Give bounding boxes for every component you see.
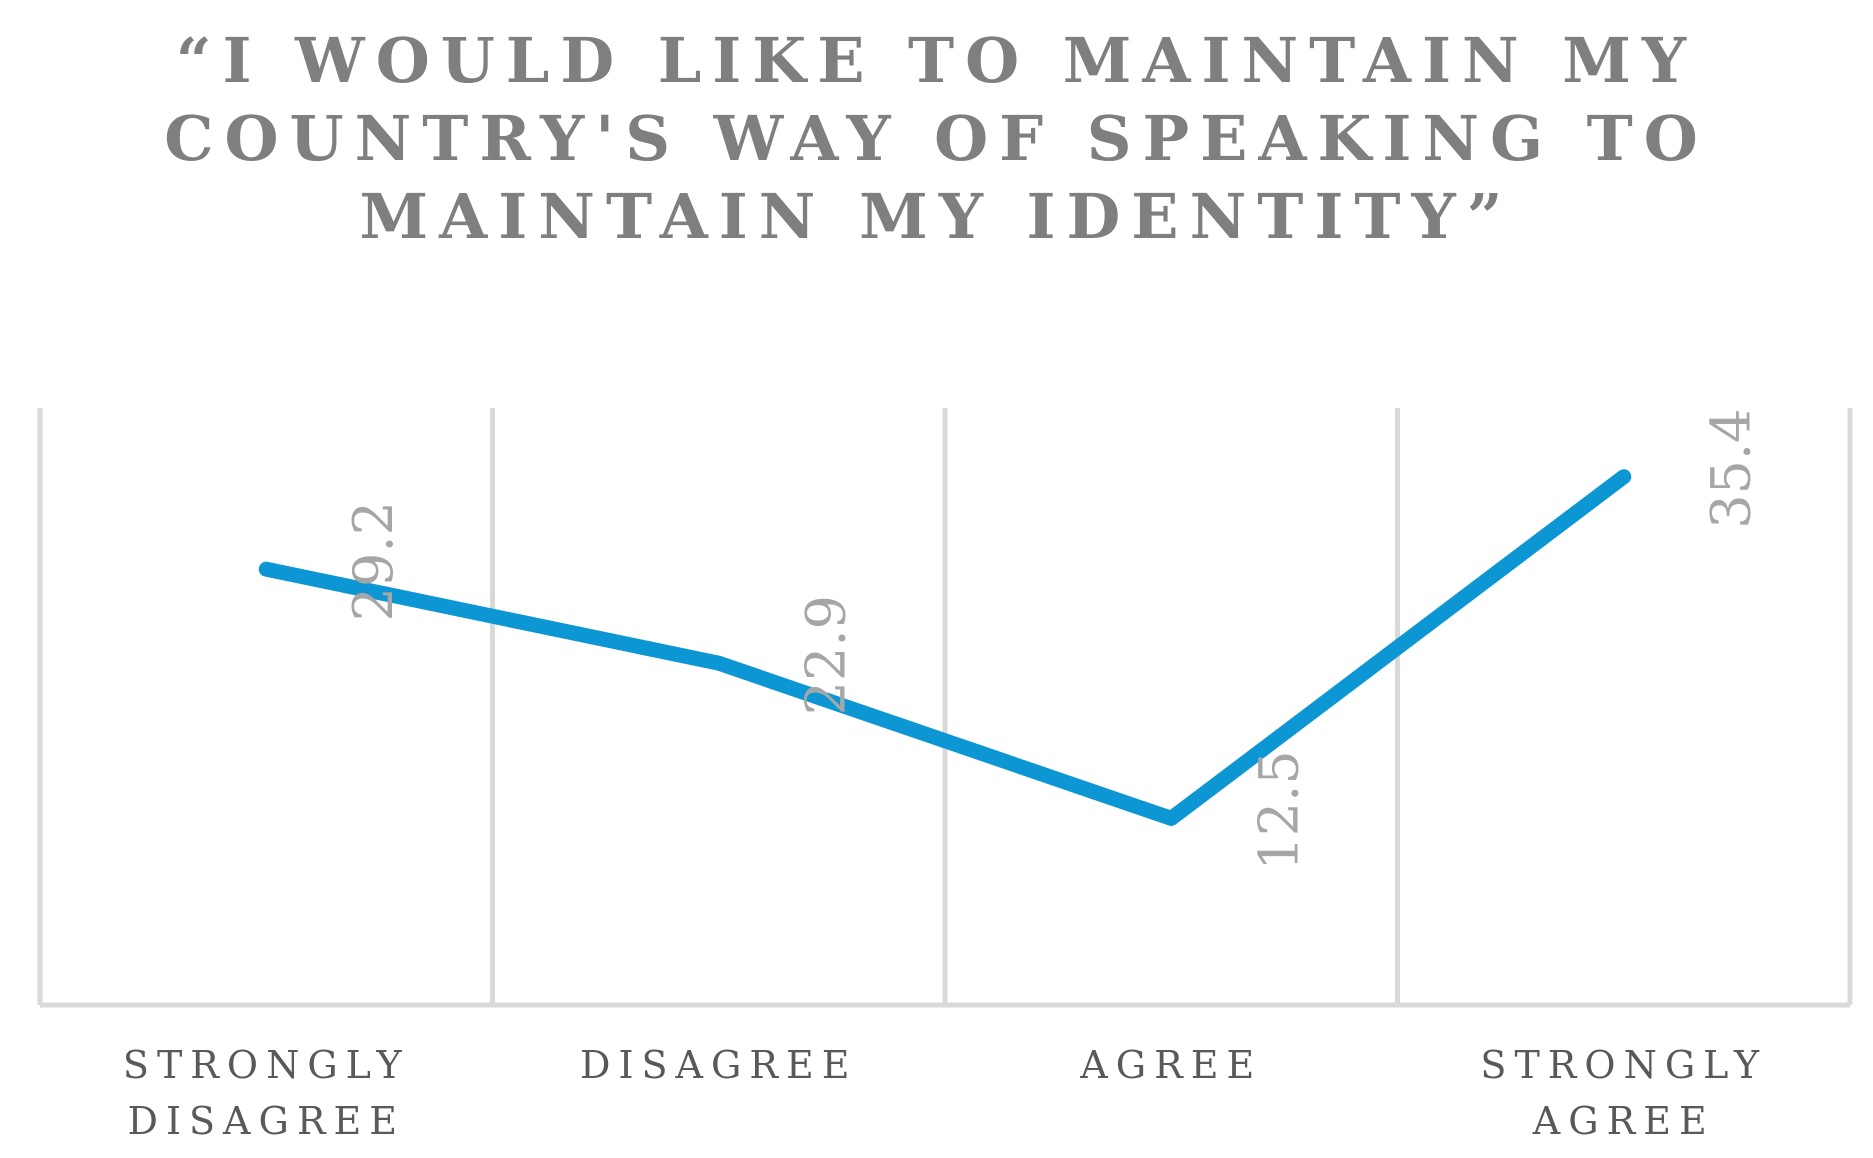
- category-label-1-line-0: DISAGREE: [580, 1043, 857, 1087]
- data-label-3: 35.4: [1700, 409, 1763, 529]
- category-label-2-line-0: AGREE: [1079, 1043, 1262, 1087]
- chart-title-line-3: MAINTAIN MY IDENTITY”: [359, 180, 1514, 253]
- data-labels: 29.2 22.9 12.5 35.4: [342, 409, 1763, 871]
- chart-title-line-2: COUNTRY'S WAY OF SPEAKING TO: [164, 102, 1709, 175]
- category-axis: STRONGLY DISAGREE DISAGREE AGREE STRONGLY AGR…: [123, 1043, 1767, 1143]
- data-label-0: 29.2: [342, 501, 405, 621]
- chart-title-line-1: “I WOULD LIKE TO MAINTAIN MY: [175, 24, 1698, 97]
- series: [258, 469, 1632, 826]
- chart-title: “I WOULD LIKE TO MAINTAIN MY COUNTRY'S W…: [0, 22, 1873, 256]
- category-label-0-line-1: DISAGREE: [128, 1099, 405, 1143]
- series-line-0: [258, 469, 1632, 826]
- category-label-0-line-0: STRONGLY: [123, 1043, 410, 1087]
- data-label-1: 22.9: [795, 595, 858, 715]
- grid: [37, 408, 1853, 1008]
- category-label-3-line-1: AGREE: [1532, 1099, 1715, 1143]
- data-label-2: 12.5: [1247, 750, 1310, 870]
- category-label-3-line-0: STRONGLY: [1480, 1043, 1767, 1087]
